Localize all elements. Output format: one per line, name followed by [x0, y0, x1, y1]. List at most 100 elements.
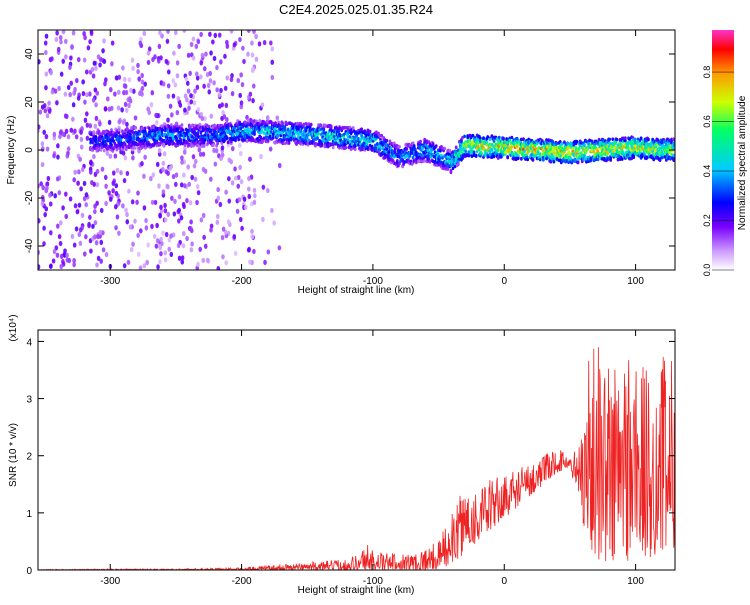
noise-cell — [163, 208, 168, 214]
ridge-cell — [620, 157, 624, 161]
noise-cell — [240, 225, 244, 231]
noise-cell — [125, 219, 130, 225]
ridge-cell — [94, 135, 98, 139]
ridge-cell — [244, 128, 248, 132]
ridge-cell — [525, 147, 528, 152]
ridge-cell — [486, 135, 490, 139]
noise-cell — [199, 31, 203, 38]
noise-cell — [159, 204, 163, 210]
noise-cell — [202, 83, 206, 89]
ridge-cell — [541, 158, 545, 162]
noise-cell — [131, 155, 135, 161]
noise-cell — [136, 232, 140, 239]
ridge-cell — [415, 156, 419, 161]
x-tick-label: -300 — [100, 576, 120, 587]
noise-cell — [155, 222, 159, 229]
ridge-cell — [541, 155, 545, 160]
ridge-cell — [166, 131, 170, 136]
noise-cell — [88, 214, 92, 220]
noise-cell — [114, 225, 118, 231]
ridge-cell — [421, 146, 424, 151]
noise-cell — [95, 200, 99, 206]
ridge-cell — [317, 132, 320, 136]
ridge-cell — [496, 156, 500, 160]
noise-cell — [236, 183, 241, 189]
ridge-cell — [424, 145, 428, 150]
ridge-cell — [644, 139, 648, 144]
noise-cell — [59, 39, 63, 45]
noise-cell — [172, 50, 176, 56]
noise-cell — [150, 199, 155, 205]
ridge-cell — [243, 138, 247, 142]
noise-cell — [238, 164, 242, 170]
noise-cell — [197, 147, 202, 153]
noise-cell — [84, 202, 89, 208]
ridge-cell — [555, 157, 559, 161]
noise-cell — [227, 176, 231, 182]
noise-cell — [189, 93, 193, 99]
ridge-cell — [132, 131, 136, 135]
noise-cell — [183, 93, 188, 99]
ridge-cell — [297, 127, 300, 131]
ridge-cell — [633, 137, 637, 142]
ridge-cell — [663, 154, 667, 159]
ridge-cell — [181, 128, 185, 133]
noise-cell — [82, 31, 86, 37]
noise-cell — [160, 33, 164, 39]
noise-cell — [123, 155, 128, 161]
ridge-cell — [288, 121, 292, 126]
ridge-cell — [557, 154, 561, 159]
noise-cell — [113, 91, 117, 97]
noise-cell — [203, 243, 208, 249]
ridge-cell — [575, 139, 579, 144]
noise-cell — [64, 54, 68, 60]
noise-cell — [95, 90, 100, 96]
ridge-cell — [477, 147, 481, 152]
spectrogram-xlabel: Height of straight line (km) — [298, 285, 415, 296]
ridge-cell — [283, 141, 287, 146]
noise-cell — [122, 263, 127, 269]
ridge-cell — [471, 140, 475, 144]
noise-cell — [205, 257, 210, 263]
noise-cell — [183, 107, 187, 113]
ridge-cell — [147, 142, 151, 147]
noise-cell — [185, 235, 189, 242]
ridge-cell — [285, 122, 289, 127]
noise-cell — [155, 161, 160, 167]
ridge-cell — [343, 125, 347, 130]
noise-cell — [107, 119, 112, 126]
ridge-cell — [600, 154, 604, 158]
ridge-cell — [191, 135, 194, 139]
ridge-cell — [628, 137, 631, 141]
noise-cell — [88, 169, 93, 175]
noise-cell — [140, 91, 144, 97]
ridge-cell — [337, 129, 340, 134]
ridge-cell — [353, 144, 357, 148]
ridge-cell — [302, 122, 306, 127]
noise-cell — [124, 89, 129, 96]
ridge-cell — [383, 155, 387, 160]
ridge-cell — [567, 145, 571, 150]
ridge-cell — [611, 137, 615, 141]
noise-cell — [64, 38, 68, 45]
noise-cell — [56, 143, 60, 149]
noise-cell — [174, 172, 179, 178]
noise-cell — [96, 255, 101, 261]
ridge-cell — [296, 121, 299, 126]
noise-cell — [54, 36, 59, 43]
noise-cell — [251, 66, 256, 72]
noise-cell — [74, 134, 79, 140]
noise-cell — [138, 265, 143, 270]
noise-cell — [127, 188, 131, 194]
ridge-cell — [123, 142, 127, 147]
ridge-cell — [430, 152, 434, 157]
noise-cell — [95, 262, 99, 268]
ridge-cell — [518, 150, 522, 154]
y-tick-label: -20 — [24, 190, 35, 205]
ridge-cell — [570, 142, 574, 146]
noise-cell — [158, 212, 162, 218]
noise-cell — [65, 153, 70, 159]
noise-cell — [98, 121, 102, 127]
noise-cell — [140, 161, 144, 167]
